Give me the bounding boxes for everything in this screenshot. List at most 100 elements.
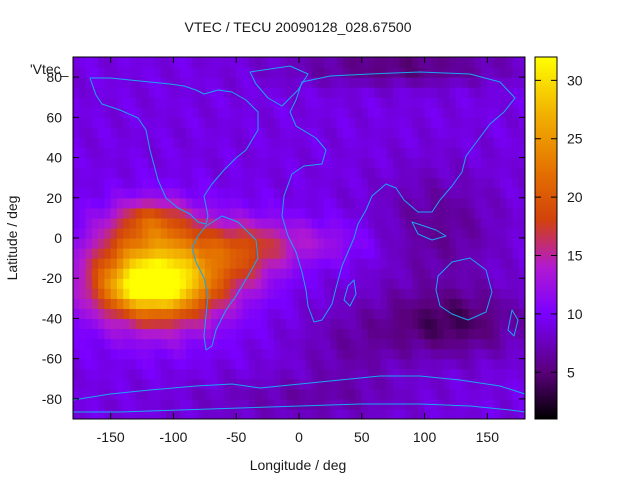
heatmap-cell [361,298,369,309]
heatmap-cell [160,258,168,269]
heatmap-cell [173,368,181,380]
heatmap-cell [380,308,388,320]
heatmap-cell [154,137,162,149]
heatmap-cell [179,318,187,330]
heatmap-cell [192,87,200,98]
heatmap-cell [211,388,218,400]
heatmap-cell [499,408,507,419]
heatmap-cell [518,127,525,139]
heatmap-cell [98,107,105,118]
heatmap-cell [116,348,124,360]
heatmap-cell [399,77,407,88]
heatmap-cell [468,117,476,128]
heatmap-cell [73,177,80,189]
heatmap-cell [160,308,168,320]
heatmap-cell [217,388,225,400]
heatmap-cell [330,348,338,360]
heatmap-cell [73,67,80,78]
heatmap-cell [462,358,470,370]
heatmap-cell [154,328,162,340]
x-tick-label: -150 [97,429,125,445]
heatmap-cell [336,67,344,78]
heatmap-cell [123,258,131,269]
heatmap-cell [468,308,476,320]
heatmap-cell [267,197,275,209]
heatmap-cell [248,248,256,259]
heatmap-cell [98,278,105,289]
heatmap-cell [299,117,306,128]
heatmap-cell [123,67,131,78]
heatmap-cell [179,388,187,400]
heatmap-cell [317,238,325,249]
heatmap-cell [499,248,507,259]
colorbar [534,56,558,420]
heatmap-cell [412,338,419,350]
heatmap-cell [317,227,325,239]
heatmap-cell [317,67,325,78]
heatmap-cell [85,378,93,390]
heatmap-cell [493,348,501,360]
heatmap-cell [236,408,244,419]
heatmap-cell [135,87,143,98]
heatmap-cell [393,378,401,390]
heatmap-cell [324,157,331,169]
heatmap-cell [412,117,419,128]
heatmap-cell [305,278,313,289]
heatmap-cell [455,308,463,320]
heatmap-cell [286,117,294,128]
heatmap-cell [179,328,187,340]
heatmap-cell [506,288,514,299]
heatmap-cell [173,238,181,249]
heatmap-cell [211,398,218,410]
heatmap-cell [380,67,388,78]
heatmap-cell [148,187,156,199]
heatmap-cell [380,147,388,159]
heatmap-cell [248,278,256,289]
heatmap-cell [261,117,269,128]
heatmap-cell [342,177,350,189]
heatmap-cell [286,137,294,149]
heatmap-cell [148,248,156,259]
heatmap-cell [123,137,131,149]
heatmap-cell [474,328,482,340]
heatmap-cell [129,87,137,98]
heatmap-cell [393,117,401,128]
heatmap-cell [393,137,401,149]
heatmap-cell [236,358,244,370]
heatmap-cell [292,177,300,189]
heatmap-cell [342,87,350,98]
heatmap-cell [154,268,162,279]
heatmap-cell [160,288,168,299]
heatmap-cell [85,368,93,380]
coastline-north-america [89,77,259,225]
heatmap-cell [167,248,175,259]
heatmap-cell [160,197,168,209]
heatmap-cell [374,378,382,390]
heatmap-cell [374,298,382,309]
heatmap-cell [374,338,382,350]
heatmap-cell [374,318,382,330]
heatmap-cell [355,97,363,108]
heatmap-cell [91,137,99,149]
heatmap-cell [386,358,394,370]
heatmap-cell [393,97,401,108]
heatmap-cell [217,197,225,209]
heatmap-cell [405,258,413,269]
heatmap-cell [148,258,156,269]
heatmap-cell [493,368,501,380]
heatmap-cell [129,57,137,68]
heatmap-cell [336,177,344,189]
heatmap-cell [73,197,80,209]
heatmap-cell [468,378,476,390]
heatmap-cell [129,187,137,199]
heatmap-cell [160,137,168,149]
heatmap-cell [286,187,294,199]
heatmap-cell [129,117,137,128]
heatmap-cell [499,298,507,309]
heatmap-cell [198,408,206,419]
heatmap-cell [355,57,363,68]
heatmap-cell [311,238,319,249]
heatmap-cell [493,398,501,410]
heatmap-cell [493,258,501,269]
heatmap-cell [380,97,388,108]
